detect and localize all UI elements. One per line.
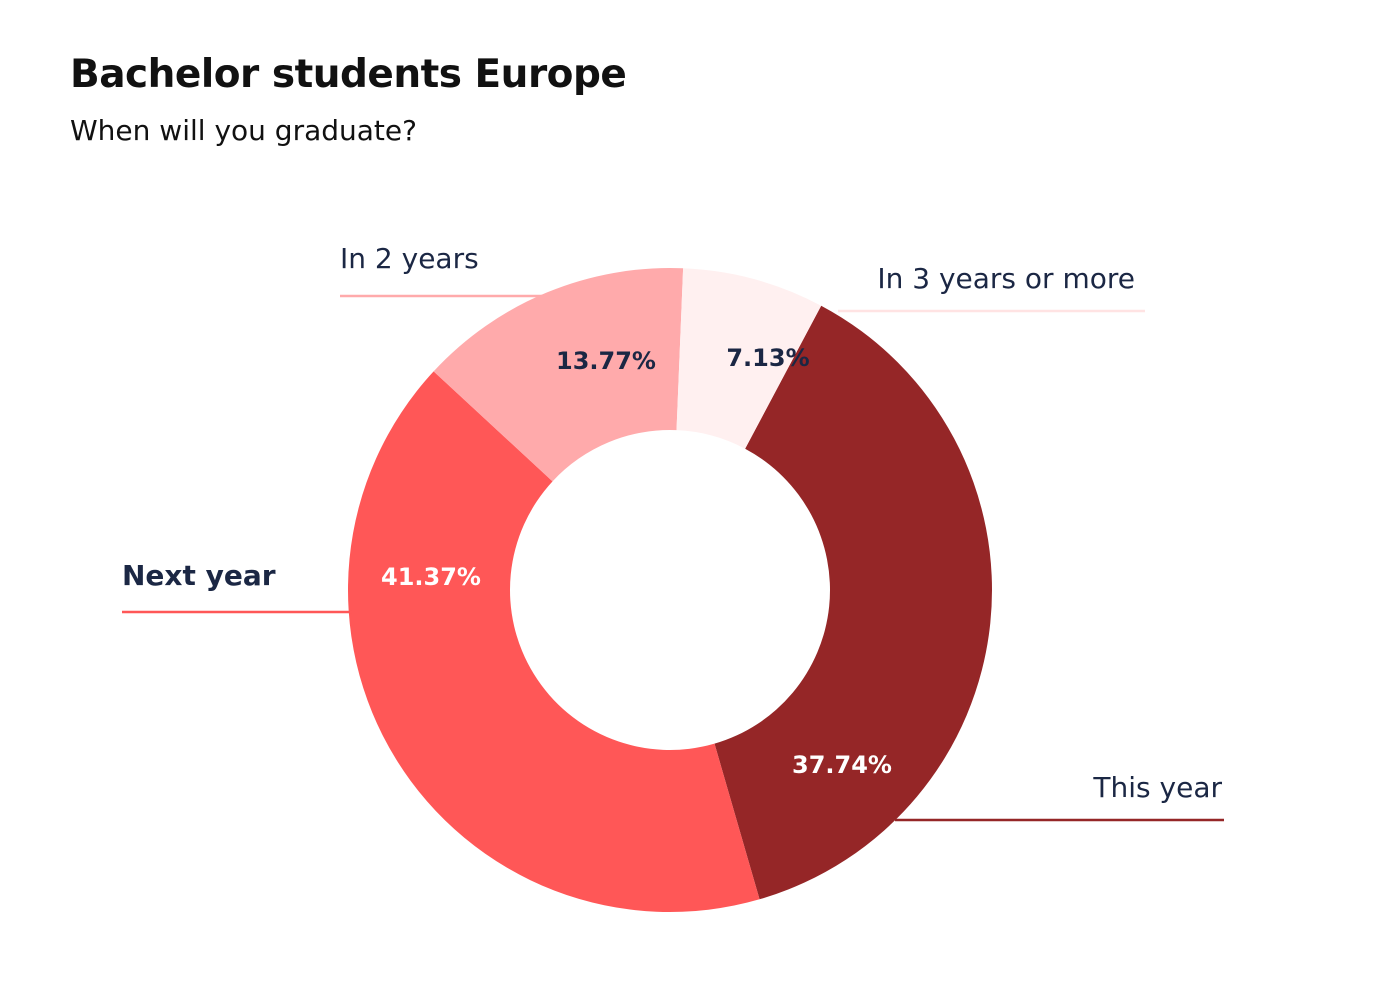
- data-label-this-year: 37.74%: [792, 751, 892, 779]
- category-label-in-3-years-or-more: In 3 years or more: [877, 262, 1135, 295]
- category-label-in-2-years: In 2 years: [340, 242, 479, 275]
- data-label-in-3-years-or-more: 7.13%: [726, 344, 809, 372]
- donut-slice-this-year: [714, 305, 993, 900]
- category-label-next-year: Next year: [122, 559, 276, 592]
- donut-slice-next-year: [347, 371, 760, 913]
- data-label-in-2-years: 13.77%: [556, 347, 656, 375]
- data-label-next-year: 41.37%: [381, 563, 481, 591]
- chart-title: Bachelor students Europe: [70, 52, 627, 97]
- chart-subtitle: When will you graduate?: [70, 114, 417, 147]
- donut-slice-in-2-years: [433, 268, 684, 482]
- donut-slice-in-3-years-or-more: [676, 268, 822, 449]
- category-label-this-year: This year: [1092, 771, 1222, 804]
